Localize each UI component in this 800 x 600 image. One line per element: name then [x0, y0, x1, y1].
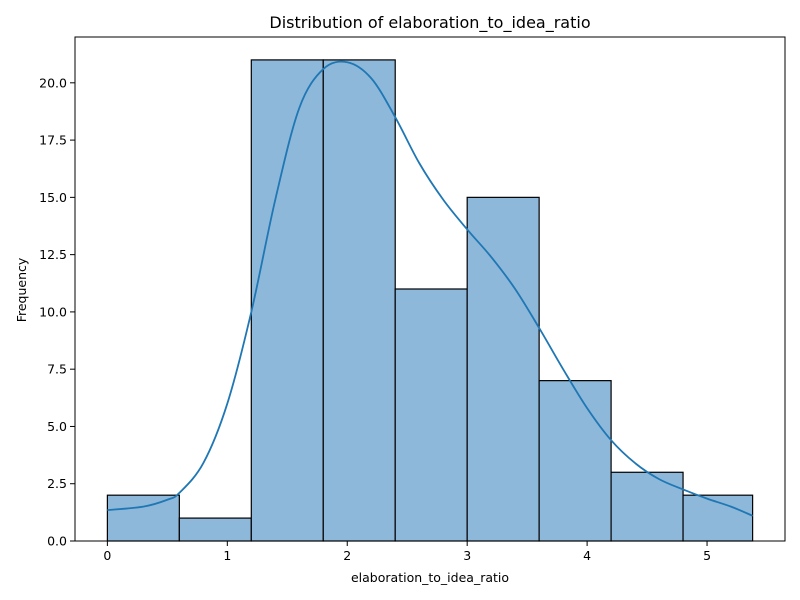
histogram-bar-2 [250, 59, 324, 542]
chart-title: Distribution of elaboration_to_idea_rati… [269, 13, 590, 33]
histogram-bar-5 [466, 196, 540, 542]
kde-group [107, 60, 753, 517]
axes-frame [74, 36, 786, 542]
x-tick-label: 1 [223, 548, 231, 563]
x-ticks: 0 1 2 3 4 5 [103, 541, 711, 563]
histogram-bar-0 [106, 494, 180, 542]
histogram-bar-4 [394, 288, 468, 542]
y-tick-label: 10.0 [39, 304, 67, 319]
histogram-bar-1 [178, 517, 252, 542]
y-tick-label: 20.0 [39, 75, 67, 90]
y-tick-label: 15.0 [39, 190, 67, 205]
histogram-bar-3 [322, 59, 396, 542]
y-tick-label: 17.5 [39, 133, 67, 148]
x-tick-label: 0 [103, 548, 111, 563]
histogram-bar-6 [538, 380, 612, 542]
kde-line [107, 60, 753, 517]
y-axis-label: Frequency [14, 257, 29, 322]
x-tick-label: 2 [343, 548, 351, 563]
y-tick-label: 7.5 [47, 362, 67, 377]
histogram-bar-7 [610, 471, 684, 542]
y-ticks: 0.0 2.5 5.0 7.5 10.0 12.5 15.0 17.5 20.0 [39, 75, 75, 549]
y-tick-label: 2.5 [47, 476, 67, 491]
x-tick-label: 5 [703, 548, 711, 563]
y-tick-label: 12.5 [39, 247, 67, 262]
y-tick-label: 5.0 [47, 419, 67, 434]
x-tick-label: 3 [463, 548, 471, 563]
x-axis-label: elaboration_to_idea_ratio [351, 570, 509, 585]
bars-group [106, 59, 754, 542]
x-tick-label: 4 [583, 548, 591, 563]
y-tick-label: 0.0 [47, 534, 67, 549]
